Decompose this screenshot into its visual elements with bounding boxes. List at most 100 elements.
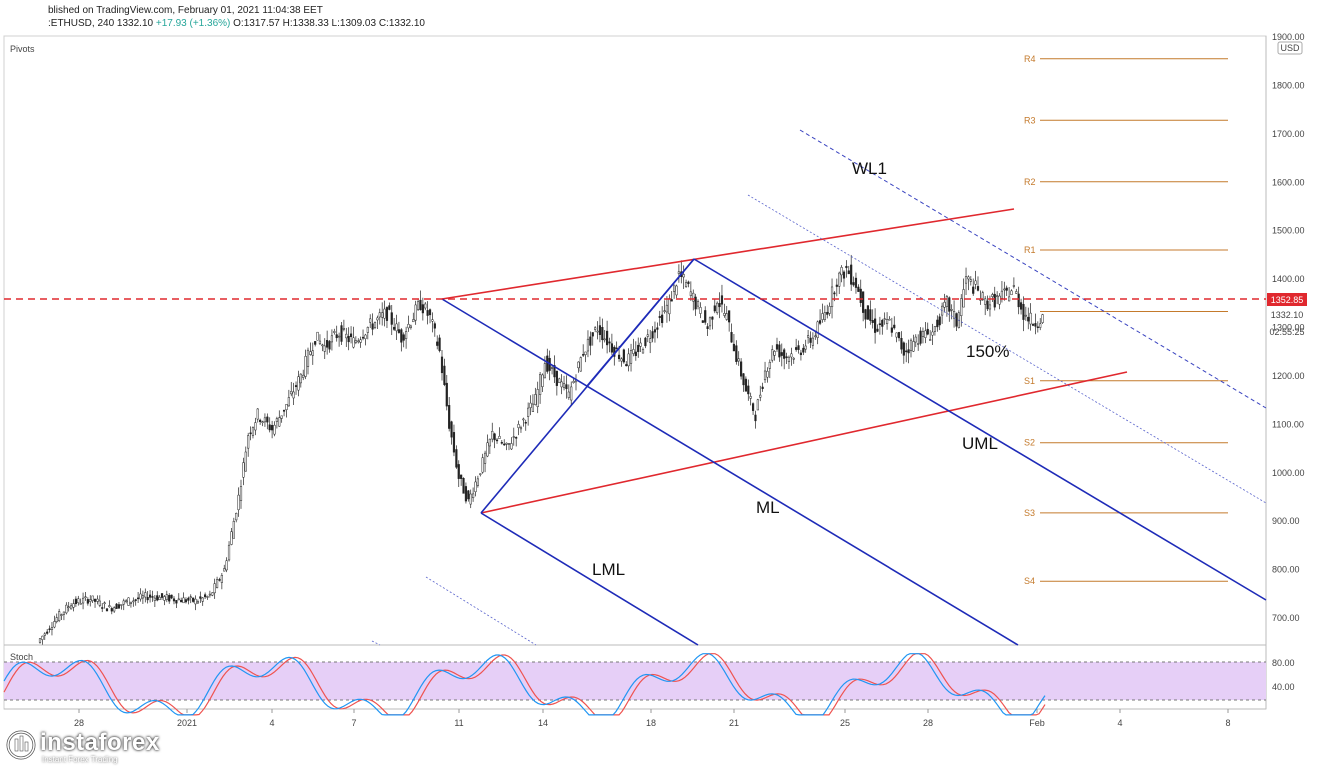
candle-body — [103, 602, 106, 605]
candle-body — [996, 295, 999, 297]
candle-body — [694, 296, 697, 310]
candle-body — [405, 331, 408, 339]
candle-body — [991, 294, 994, 297]
candle-body — [711, 316, 714, 320]
candle-body — [862, 291, 865, 313]
candle-body — [641, 349, 645, 354]
candle-body — [842, 271, 846, 279]
resistance-price-tag — [1267, 293, 1307, 306]
candle-body — [885, 319, 889, 325]
candle-body — [366, 327, 369, 333]
candle-body — [225, 560, 228, 571]
candle-body — [869, 309, 872, 321]
candle-body — [677, 271, 680, 274]
x-tick-label: 2021 — [177, 718, 197, 728]
candle-body — [93, 598, 97, 602]
candle-body — [919, 330, 922, 344]
candle-body — [139, 593, 142, 600]
pivot-label-r2: R2 — [1024, 177, 1036, 187]
candle-body — [718, 303, 721, 308]
candle-body — [589, 336, 592, 346]
candle-body — [515, 437, 518, 439]
candle-body — [110, 608, 113, 612]
candle-body — [795, 347, 798, 350]
candle-body — [172, 598, 176, 602]
candle-body — [232, 521, 235, 539]
candle-body — [644, 337, 647, 347]
candle-body — [598, 325, 602, 335]
candle-body — [271, 425, 274, 431]
candle-body — [115, 603, 118, 609]
symbol-info: :ETHUSD, 240 1332.10 +17.93 (+1.36%) O:1… — [48, 17, 425, 30]
candle-body — [223, 568, 226, 572]
candle-body — [572, 380, 575, 383]
candle-body — [342, 328, 345, 330]
candle-body — [651, 331, 654, 339]
candle-body — [448, 405, 451, 429]
candle-body — [426, 310, 429, 316]
currency-badge[interactable] — [1277, 41, 1303, 55]
candle-body — [874, 318, 877, 333]
candle-body — [584, 351, 587, 355]
candle-body — [424, 303, 427, 309]
candle-body — [60, 614, 63, 616]
candle-body — [845, 265, 848, 269]
candle-body — [400, 329, 403, 343]
candle-body — [577, 361, 580, 369]
candle-body — [1039, 323, 1042, 328]
candle-body — [440, 356, 444, 374]
candle-body — [567, 391, 570, 398]
candle-body — [153, 597, 156, 601]
indicator-label: Pivots — [10, 44, 35, 54]
candle-body — [211, 592, 214, 596]
candle-body — [663, 310, 666, 312]
x-tick-label: 28 — [923, 718, 933, 728]
candle-body — [550, 367, 554, 369]
candle-body — [65, 604, 68, 614]
candle-body — [603, 338, 606, 341]
candle-body — [333, 331, 336, 333]
candle-body — [72, 603, 75, 608]
candle-body — [952, 310, 956, 319]
candle-body — [397, 329, 401, 333]
candle-body — [472, 493, 475, 499]
candle-body — [242, 462, 245, 478]
candle-body — [778, 344, 781, 358]
candle-body — [893, 324, 896, 329]
candle-body — [282, 409, 286, 412]
candle-body — [620, 358, 623, 362]
candle-body — [364, 334, 367, 340]
price-change: +17.93 (+1.36%) — [155, 18, 231, 29]
candle-body — [318, 340, 322, 344]
candle-body — [749, 396, 752, 399]
candle-body — [81, 597, 85, 604]
candle-body — [1024, 314, 1027, 317]
candle-body — [86, 599, 89, 604]
candle-body — [713, 305, 716, 312]
candle-body — [160, 593, 164, 598]
candle-body — [132, 600, 135, 603]
candle-body — [268, 424, 271, 431]
label-wl1: WL1 — [852, 159, 887, 178]
candle-body — [720, 295, 724, 305]
y-tick-label: 1200.00 — [1272, 371, 1305, 381]
candle-body — [158, 596, 161, 601]
candle-body — [615, 347, 618, 350]
candle-body — [457, 464, 460, 479]
chart-frame — [3, 35, 1267, 710]
candle-body — [38, 638, 42, 643]
candle-body — [807, 335, 810, 338]
candle-body — [280, 415, 283, 419]
candle-body — [1010, 290, 1013, 296]
candle-body — [986, 300, 989, 310]
candle-body — [330, 335, 334, 343]
pivot-label-r4: R4 — [1024, 54, 1036, 64]
candle-body — [850, 264, 853, 285]
candle-body — [292, 391, 295, 399]
candle-body — [113, 607, 116, 612]
pivot-label-r3: R3 — [1024, 115, 1036, 125]
candle-body — [493, 433, 496, 441]
candle-body — [1012, 285, 1015, 287]
candle-body — [91, 595, 94, 601]
